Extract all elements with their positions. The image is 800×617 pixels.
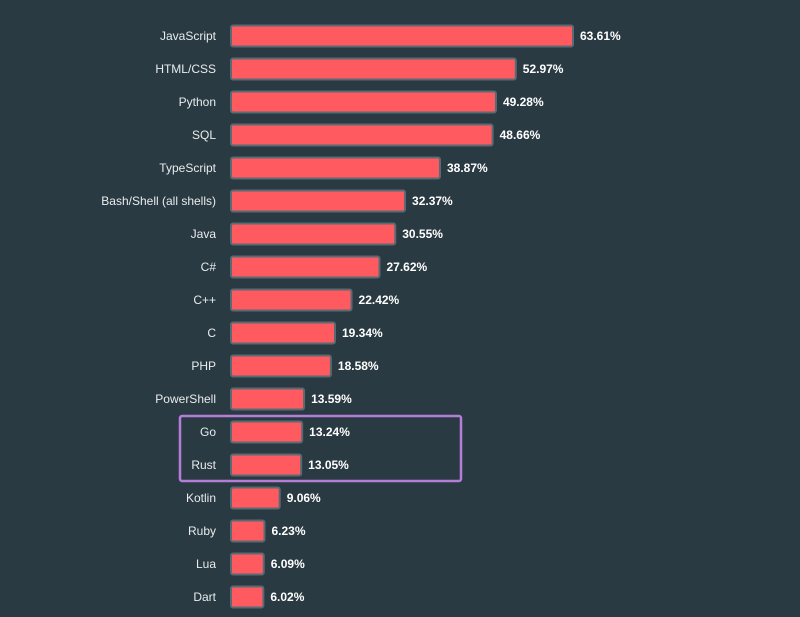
value-label-kotlin: 9.06%: [287, 491, 321, 505]
category-label-typescript: TypeScript: [159, 161, 216, 175]
category-label-python: Python: [179, 95, 216, 109]
bar-typescript: [230, 156, 441, 180]
category-label-bash-shell-all-shells: Bash/Shell (all shells): [101, 194, 216, 208]
bar-bash-shell-all-shells: [230, 189, 407, 213]
category-label-c: C: [207, 326, 216, 340]
value-label-python: 49.28%: [503, 95, 544, 109]
bar-sql: [230, 123, 494, 147]
value-label-php: 18.58%: [338, 359, 379, 373]
bar-java: [230, 222, 397, 246]
bar-c: [230, 288, 353, 312]
category-label-html-css: HTML/CSS: [155, 62, 216, 76]
value-label-javascript: 63.61%: [580, 29, 621, 43]
category-label-java: Java: [191, 227, 217, 241]
value-label-lua: 6.09%: [271, 557, 305, 571]
bar-c: [230, 255, 381, 279]
bar-kotlin: [230, 486, 281, 510]
value-label-typescript: 38.87%: [447, 161, 488, 175]
bar-php: [230, 354, 332, 378]
highlight-layer: [178, 414, 463, 483]
bar-lua: [230, 552, 265, 576]
category-label-javascript: JavaScript: [160, 29, 217, 43]
category-label-dart: Dart: [193, 590, 216, 604]
bar-powershell: [230, 387, 306, 411]
category-label-ruby: Ruby: [188, 524, 216, 538]
labels-layer: JavaScript 63.61% HTML/CSS 52.97% Python 49.2…: [101, 29, 621, 604]
category-label-c: C++: [193, 293, 216, 307]
category-label-go: Go: [200, 425, 216, 439]
value-label-c: 19.34%: [342, 326, 383, 340]
value-label-sql: 48.66%: [500, 128, 541, 142]
value-label-dart: 6.02%: [270, 590, 304, 604]
value-label-powershell: 13.59%: [311, 392, 352, 406]
category-label-rust: Rust: [191, 458, 216, 472]
value-label-ruby: 6.23%: [271, 524, 305, 538]
bar-dart: [230, 585, 265, 609]
bar-go: [230, 420, 304, 444]
highlight-box: [178, 414, 463, 483]
category-label-kotlin: Kotlin: [186, 491, 216, 505]
bar-javascript: [230, 24, 574, 48]
value-label-go: 13.24%: [309, 425, 350, 439]
bar-rust: [230, 453, 303, 477]
value-label-rust: 13.05%: [308, 458, 349, 472]
category-label-c: C#: [201, 260, 217, 274]
value-label-c: 22.42%: [359, 293, 400, 307]
category-label-lua: Lua: [196, 557, 216, 571]
bars-layer: [230, 24, 574, 609]
bar-ruby: [230, 519, 266, 543]
bar-html-css: [230, 57, 517, 81]
value-label-html-css: 52.97%: [523, 62, 564, 76]
value-label-c: 27.62%: [386, 260, 427, 274]
value-label-java: 30.55%: [402, 227, 443, 241]
bar-python: [230, 90, 497, 114]
bar-c: [230, 321, 336, 345]
value-label-bash-shell-all-shells: 32.37%: [412, 194, 453, 208]
category-label-sql: SQL: [192, 128, 216, 142]
category-label-powershell: PowerShell: [155, 392, 216, 406]
category-label-php: PHP: [191, 359, 216, 373]
